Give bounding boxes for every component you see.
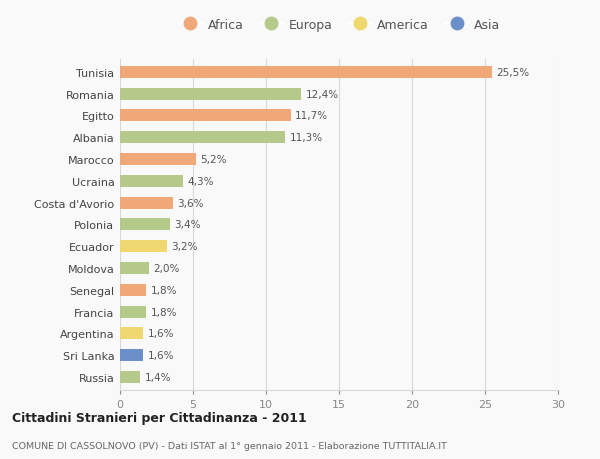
Text: COMUNE DI CASSOLNOVO (PV) - Dati ISTAT al 1° gennaio 2011 - Elaborazione TUTTITA: COMUNE DI CASSOLNOVO (PV) - Dati ISTAT a…: [12, 441, 447, 450]
Text: 11,7%: 11,7%: [295, 111, 328, 121]
Bar: [120, 67, 493, 78]
Bar: [120, 284, 146, 296]
Legend: Africa, Europa, America, Asia: Africa, Europa, America, Asia: [175, 17, 503, 34]
Bar: [120, 219, 170, 231]
Text: 1,4%: 1,4%: [145, 372, 172, 382]
Text: 1,6%: 1,6%: [148, 329, 174, 339]
Bar: [120, 241, 167, 252]
Bar: [120, 328, 143, 340]
Text: 1,8%: 1,8%: [151, 285, 177, 295]
Bar: [120, 197, 173, 209]
Text: 5,2%: 5,2%: [200, 155, 227, 165]
Text: 3,2%: 3,2%: [171, 241, 197, 252]
Bar: [120, 89, 301, 101]
Text: 2,0%: 2,0%: [154, 263, 180, 274]
Text: 4,3%: 4,3%: [187, 176, 214, 186]
Text: Cittadini Stranieri per Cittadinanza - 2011: Cittadini Stranieri per Cittadinanza - 2…: [12, 412, 307, 425]
Bar: [120, 263, 149, 274]
Text: 1,6%: 1,6%: [148, 350, 174, 360]
Text: 11,3%: 11,3%: [289, 133, 322, 143]
Bar: [120, 154, 196, 166]
Bar: [120, 175, 183, 187]
Bar: [120, 371, 140, 383]
Bar: [120, 110, 291, 122]
Text: 3,6%: 3,6%: [177, 198, 203, 208]
Text: 12,4%: 12,4%: [305, 90, 338, 100]
Bar: [120, 132, 285, 144]
Bar: [120, 349, 143, 361]
Text: 1,8%: 1,8%: [151, 307, 177, 317]
Text: 25,5%: 25,5%: [497, 68, 530, 78]
Bar: [120, 306, 146, 318]
Text: 3,4%: 3,4%: [174, 220, 200, 230]
